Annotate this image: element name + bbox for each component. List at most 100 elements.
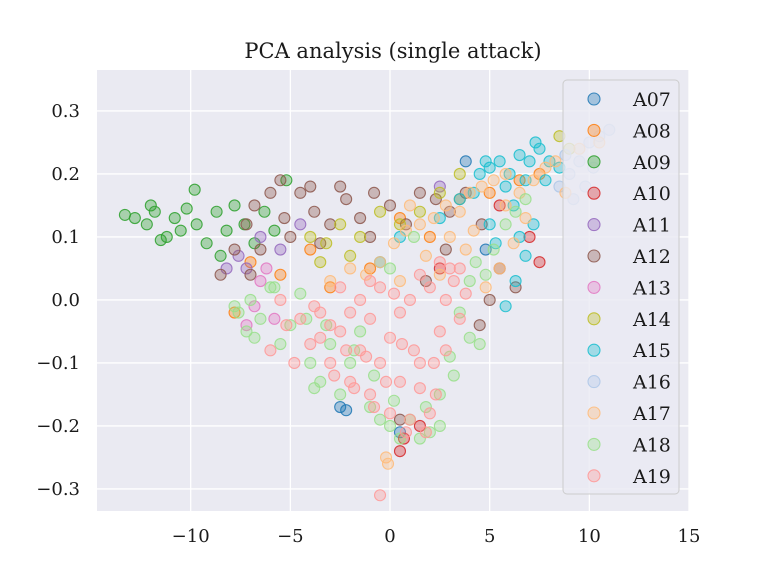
data-point: [447, 369, 460, 382]
data-point: [334, 281, 347, 294]
data-point: [463, 274, 476, 288]
data-point: [483, 161, 496, 174]
data-point: [288, 356, 301, 370]
data-point: [463, 331, 476, 344]
legend: A07 A08 A09 A10 A11 A12 A13 A14 A15 A16 A17 A18 A19: [562, 79, 680, 495]
data-point: [324, 337, 337, 351]
data-point: [479, 281, 492, 294]
data-point: [168, 212, 181, 225]
data-point: [459, 155, 472, 168]
legend-box: [562, 79, 680, 495]
legend-marker: [587, 469, 601, 483]
data-point: [549, 155, 562, 168]
data-point: [383, 262, 397, 275]
legend-marker: [587, 437, 601, 451]
data-point: [433, 256, 446, 269]
data-point: [232, 306, 245, 319]
x-tick-label: 10: [578, 526, 601, 547]
data-point: [473, 167, 486, 180]
legend-marker: [587, 92, 601, 106]
data-point: [433, 388, 446, 401]
data-point: [268, 224, 281, 237]
y-tick-label: 0.2: [51, 164, 80, 185]
data-point: [439, 199, 452, 212]
data-point: [188, 183, 201, 196]
data-point: [248, 199, 261, 212]
series-a18: [228, 193, 532, 445]
data-point: [393, 375, 407, 388]
data-point: [479, 268, 492, 281]
axis-ticks: −10 −5 0 5 10 15 0.3 0.2 0.1 0.0 −0.1 −0.2 −0.3: [36, 101, 700, 547]
data-point: [427, 212, 440, 225]
data-point: [368, 369, 381, 382]
legend-label: A10: [632, 183, 671, 205]
legend-marker: [587, 312, 601, 326]
data-point: [244, 293, 257, 307]
data-point: [527, 174, 540, 187]
data-point: [148, 205, 161, 218]
data-point: [244, 256, 257, 269]
data-point: [368, 186, 381, 199]
data-point: [274, 293, 287, 307]
data-point: [232, 249, 245, 262]
data-point: [373, 489, 387, 502]
data-point: [483, 218, 496, 231]
data-point: [354, 325, 367, 338]
data-point: [407, 344, 420, 357]
data-point: [368, 400, 381, 414]
data-point: [248, 331, 261, 344]
series-a10: [393, 199, 546, 458]
data-point: [499, 199, 512, 212]
data-point: [334, 325, 347, 338]
legend-label: A17: [632, 403, 671, 425]
data-point: [399, 426, 413, 439]
data-point: [254, 274, 267, 288]
data-point: [254, 312, 267, 325]
data-point: [479, 155, 492, 168]
series-a12: [214, 174, 522, 426]
data-point: [364, 400, 377, 414]
data-point: [487, 243, 500, 256]
data-point: [383, 199, 397, 212]
data-point: [423, 426, 436, 439]
data-point: [423, 407, 436, 420]
data-point: [509, 274, 522, 288]
y-tick-label: 0.1: [51, 227, 80, 248]
data-point: [387, 287, 401, 300]
data-point: [210, 205, 223, 218]
data-point: [499, 218, 512, 231]
data-point: [128, 212, 141, 225]
data-point: [453, 262, 466, 275]
data-point: [429, 388, 442, 401]
data-point: [423, 230, 436, 243]
legend-label: A16: [632, 372, 671, 394]
data-point: [383, 419, 397, 433]
data-point: [393, 306, 407, 319]
data-point: [373, 413, 387, 426]
data-point: [393, 413, 407, 426]
data-point: [294, 287, 307, 300]
data-point: [160, 230, 173, 243]
data-point: [304, 356, 317, 370]
data-point: [483, 186, 496, 199]
data-point: [387, 237, 401, 250]
data-point: [280, 319, 293, 332]
data-point: [433, 325, 446, 338]
data-point: [344, 249, 357, 262]
data-point: [274, 337, 287, 351]
legend-marker: [587, 375, 601, 389]
data-point: [407, 230, 420, 243]
data-point: [308, 382, 321, 395]
data-point: [443, 230, 456, 243]
legend-marker: [587, 406, 601, 420]
data-point: [443, 205, 456, 218]
data-point: [278, 212, 291, 225]
legend-marker: [587, 123, 601, 137]
data-point: [274, 243, 287, 256]
legend-label: A08: [632, 120, 671, 142]
data-points: [118, 123, 616, 502]
data-point: [403, 293, 416, 307]
data-point: [214, 268, 227, 281]
legend-label: A07: [632, 89, 671, 111]
y-tick-label: −0.3: [36, 479, 80, 500]
